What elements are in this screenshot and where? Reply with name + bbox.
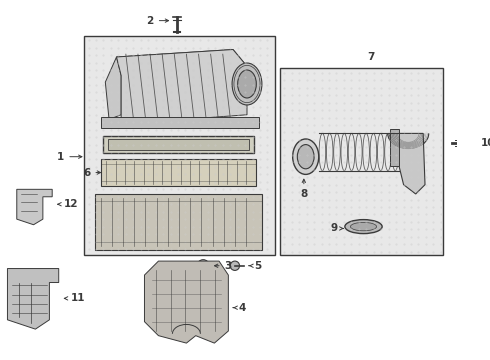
Ellipse shape <box>200 262 206 269</box>
Ellipse shape <box>232 63 262 105</box>
Text: 9: 9 <box>330 224 338 234</box>
Ellipse shape <box>197 260 209 272</box>
Text: 8: 8 <box>300 189 307 199</box>
Text: 11: 11 <box>71 293 85 303</box>
Polygon shape <box>7 269 59 329</box>
Bar <box>84 36 275 255</box>
Text: 5: 5 <box>254 261 262 271</box>
Polygon shape <box>393 134 425 194</box>
Text: 12: 12 <box>64 199 79 209</box>
Text: 6: 6 <box>83 167 91 177</box>
Bar <box>280 68 443 255</box>
Polygon shape <box>105 57 121 120</box>
Ellipse shape <box>345 220 382 234</box>
Polygon shape <box>17 189 52 225</box>
Text: 3: 3 <box>224 261 232 271</box>
Polygon shape <box>145 261 228 343</box>
Bar <box>95 194 262 250</box>
Text: 1: 1 <box>57 152 64 162</box>
Bar <box>102 136 254 153</box>
Ellipse shape <box>350 222 376 231</box>
Ellipse shape <box>297 145 314 169</box>
Ellipse shape <box>230 261 240 270</box>
Ellipse shape <box>238 70 256 98</box>
Polygon shape <box>117 50 247 76</box>
Text: 10: 10 <box>481 138 490 148</box>
Text: 2: 2 <box>147 15 154 26</box>
Text: 4: 4 <box>239 303 246 313</box>
Bar <box>100 159 256 186</box>
Polygon shape <box>117 50 247 124</box>
Bar <box>108 139 249 150</box>
Bar <box>390 129 399 166</box>
Text: 7: 7 <box>367 52 374 62</box>
Bar <box>100 117 259 128</box>
Ellipse shape <box>293 139 319 174</box>
